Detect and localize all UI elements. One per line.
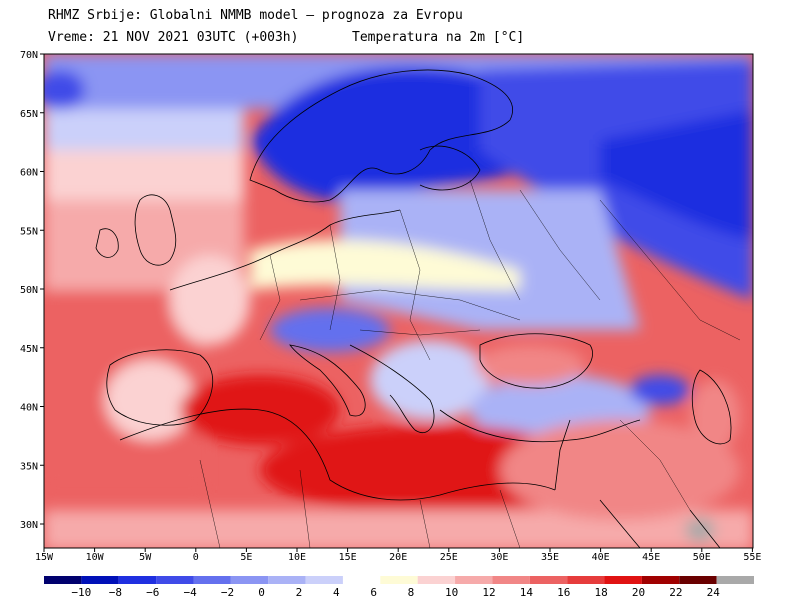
lon-label: 10E [288,552,306,563]
lat-label: 65N [20,109,38,120]
colorbar-swatch [529,576,568,584]
colorbar-label: −8 [108,586,122,599]
map-title: RHMZ Srbije: Globalni NMMB model – progn… [48,8,463,23]
lon-label: 5E [240,552,252,563]
colorbar-swatch [230,576,269,584]
lon-label: 50E [693,552,711,563]
lon-label: 35E [541,552,559,563]
colorbar-label: 24 [706,586,720,599]
colorbar-label: −10 [71,586,92,599]
colorbar-swatch [604,576,642,584]
colorbar-label: 16 [557,586,571,599]
forecast-time: Vreme: 21 NOV 2021 03UTC (+003h) [48,30,299,45]
lon-label: 25E [440,552,458,563]
colorbar-swatch [193,576,231,584]
lon-label: 45E [642,552,660,563]
lat-label: 30N [20,520,38,531]
lat-label: 55N [20,226,38,237]
coastlines [95,69,732,548]
colorbar-label: 14 [519,586,534,599]
colorbar-swatch [380,576,418,584]
colorbar-label: 22 [669,586,683,599]
lon-label: 20E [389,552,407,563]
colorbar [44,576,754,584]
colorbar-swatch [81,576,119,584]
colorbar-label: 20 [631,586,646,599]
colorbar-swatch [156,576,194,584]
colorbar-label: 8 [407,586,415,599]
lat-label: 70N [20,50,38,61]
country-borders [199,179,741,548]
lat-label: 40N [20,403,38,414]
colorbar-label: −2 [220,586,235,599]
lon-label: 5W [139,552,152,563]
temperature-field [44,54,753,548]
colorbar-swatch [118,576,157,584]
colorbar-swatch [679,576,717,584]
colorbar-label: 0 [258,586,265,599]
colorbar-label: 4 [332,586,340,599]
lon-label: 30E [490,552,508,563]
lon-label: 40E [592,552,610,563]
colorbar-swatch [716,576,754,584]
lon-label: 15W [35,552,54,563]
colorbar-swatch [305,576,343,584]
colorbar-swatch [268,576,306,584]
latitude-axis: 70N 65N 60N 55N 50N 45N 40N 35N 30N [20,50,44,531]
lat-label: 50N [20,285,38,296]
colorbar-label: 2 [295,586,303,599]
colorbar-swatch [44,576,82,584]
colorbar-label: 10 [445,586,459,599]
colorbar-label: 12 [482,586,496,599]
colorbar-label: 6 [370,586,377,599]
lat-label: 45N [20,344,38,355]
lat-label: 60N [20,168,38,179]
variable-label: Temperatura na 2m [°C] [352,30,525,45]
colorbar-swatch [417,576,456,584]
longitude-axis: 15W 10W 5W 0 5E 10E 15E 20E 25E 30E 35E 40E 45E 50E 55… [35,548,761,563]
colorbar-swatch [641,576,680,584]
lon-label: 55E [743,552,761,563]
colorbar-swatch [455,576,493,584]
colorbar-label: 18 [594,586,608,599]
lon-label: 15E [339,552,357,563]
colorbar-swatch [567,576,605,584]
lon-label: 0 [193,552,199,563]
colorbar-label: −6 [146,586,160,599]
colorbar-swatch [342,576,381,584]
lon-label: 10W [86,552,105,563]
lat-label: 35N [20,461,38,472]
colorbar-label: −4 [183,586,197,599]
colorbar-swatch [492,576,530,584]
